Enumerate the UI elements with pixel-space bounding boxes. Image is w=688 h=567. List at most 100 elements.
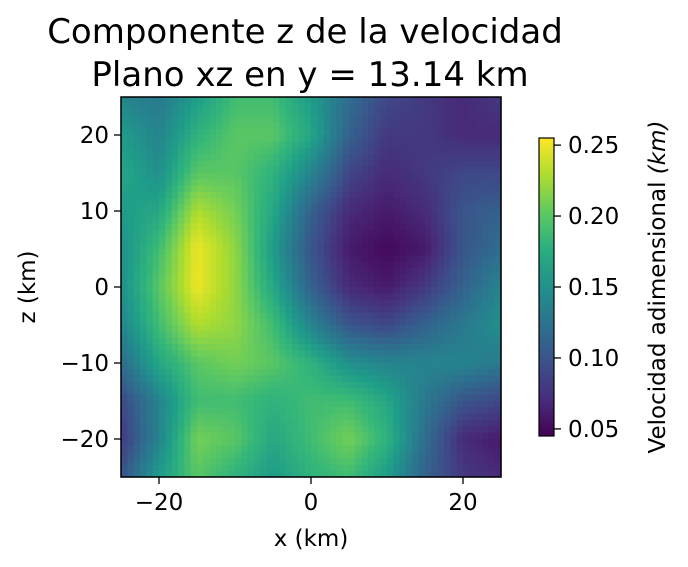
heatmap-cell bbox=[311, 242, 318, 250]
heatmap-cell bbox=[361, 451, 369, 459]
heatmap-cell bbox=[475, 223, 483, 231]
heatmap-cell bbox=[178, 249, 185, 256]
heatmap-cell bbox=[247, 268, 255, 275]
heatmap-cell bbox=[336, 287, 344, 294]
heatmap-cell bbox=[406, 306, 413, 313]
heatmap-cell bbox=[146, 109, 154, 117]
heatmap-cell bbox=[342, 420, 350, 427]
heatmap-cell bbox=[222, 249, 230, 256]
heatmap-cell bbox=[444, 236, 451, 244]
heatmap-cell bbox=[241, 166, 249, 174]
heatmap-cell bbox=[393, 230, 401, 237]
heatmap-cell bbox=[463, 173, 470, 180]
heatmap-cell bbox=[475, 318, 483, 326]
heatmap-cell bbox=[494, 198, 502, 206]
heatmap-cell bbox=[444, 426, 451, 434]
heatmap-cell bbox=[235, 135, 242, 142]
heatmap-cell bbox=[209, 426, 217, 434]
heatmap-cell bbox=[165, 166, 173, 174]
heatmap-cell bbox=[121, 363, 128, 370]
heatmap-cell bbox=[380, 369, 388, 377]
heatmap-cell bbox=[494, 331, 502, 339]
heatmap-cell bbox=[190, 287, 198, 294]
heatmap-cell bbox=[140, 439, 147, 446]
heatmap-cell bbox=[241, 122, 249, 130]
heatmap-cell bbox=[178, 217, 185, 225]
heatmap-cell bbox=[209, 293, 217, 301]
heatmap-cell bbox=[254, 344, 261, 351]
heatmap-cell bbox=[412, 185, 420, 193]
heatmap-cell bbox=[140, 116, 147, 123]
heatmap-cell bbox=[425, 413, 432, 421]
heatmap-cell bbox=[216, 363, 223, 370]
heatmap-cell bbox=[146, 166, 154, 174]
heatmap-cell bbox=[444, 318, 451, 326]
heatmap-cell bbox=[184, 211, 192, 218]
heatmap-cell bbox=[361, 236, 369, 244]
heatmap-cell bbox=[437, 312, 445, 320]
heatmap-cell bbox=[285, 261, 293, 269]
heatmap-cell bbox=[216, 458, 223, 465]
heatmap-cell bbox=[349, 179, 356, 187]
heatmap-cell bbox=[342, 274, 350, 282]
heatmap-cell bbox=[273, 128, 280, 136]
heatmap-cell bbox=[349, 230, 356, 237]
heatmap-cell bbox=[431, 426, 439, 434]
heatmap-cell bbox=[488, 261, 496, 269]
heatmap-cell bbox=[203, 141, 211, 149]
heatmap-cell bbox=[475, 331, 483, 339]
heatmap-cell bbox=[171, 337, 179, 345]
heatmap-cell bbox=[406, 350, 413, 358]
heatmap-cell bbox=[412, 458, 420, 465]
heatmap-cell bbox=[494, 394, 502, 402]
heatmap-cell bbox=[437, 160, 445, 168]
heatmap-cell bbox=[374, 109, 382, 117]
heatmap-cell bbox=[431, 192, 439, 199]
heatmap-cell bbox=[425, 147, 432, 155]
heatmap-cell bbox=[247, 331, 255, 339]
heatmap-cell bbox=[279, 160, 287, 168]
heatmap-cell bbox=[247, 293, 255, 301]
heatmap-cell bbox=[469, 382, 477, 389]
heatmap-cell bbox=[178, 97, 185, 104]
heatmap-cell bbox=[152, 192, 160, 199]
heatmap-cell bbox=[222, 198, 230, 206]
heatmap-cell bbox=[494, 211, 502, 218]
heatmap-cell bbox=[292, 198, 299, 206]
heatmap-cell bbox=[463, 287, 470, 294]
heatmap-cell bbox=[184, 204, 192, 212]
heatmap-cell bbox=[184, 268, 192, 275]
heatmap-cell bbox=[412, 141, 420, 149]
heatmap-cell bbox=[336, 413, 344, 421]
heatmap-cell bbox=[298, 97, 306, 104]
heatmap-cell bbox=[279, 236, 287, 244]
heatmap-cell bbox=[190, 103, 198, 111]
heatmap-cell bbox=[317, 204, 325, 212]
heatmap-cell bbox=[412, 255, 420, 263]
heatmap-cell bbox=[127, 388, 135, 396]
heatmap-cell bbox=[355, 249, 363, 256]
heatmap-cell bbox=[418, 318, 426, 326]
heatmap-cell bbox=[235, 116, 242, 123]
heatmap-cell bbox=[304, 192, 312, 199]
heatmap-cell bbox=[311, 109, 318, 117]
heatmap-cell bbox=[159, 192, 166, 199]
heatmap-cell bbox=[374, 394, 382, 402]
heatmap-cell bbox=[298, 204, 306, 212]
heatmap-cell bbox=[482, 211, 489, 218]
heatmap-cell bbox=[152, 97, 160, 104]
heatmap-cell bbox=[241, 230, 249, 237]
heatmap-cell bbox=[228, 211, 236, 218]
heatmap-cell bbox=[216, 268, 223, 275]
heatmap-cell bbox=[140, 103, 147, 111]
heatmap-cell bbox=[488, 211, 496, 218]
heatmap-cell bbox=[254, 230, 261, 237]
heatmap-cell bbox=[241, 312, 249, 320]
heatmap-cell bbox=[292, 166, 299, 174]
heatmap-cell bbox=[425, 445, 432, 453]
heatmap-cell bbox=[406, 255, 413, 263]
heatmap-cell bbox=[273, 192, 280, 199]
heatmap-cell bbox=[437, 407, 445, 415]
heatmap-cell bbox=[494, 388, 502, 396]
heatmap-cell bbox=[203, 401, 211, 408]
